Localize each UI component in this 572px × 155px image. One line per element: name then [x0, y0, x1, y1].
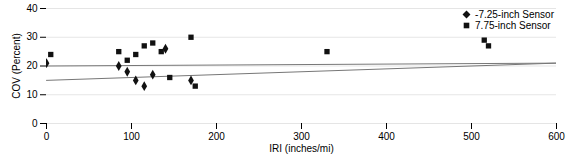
- svg-text:0: 0: [44, 131, 50, 142]
- svg-text:IRI (inches/mi): IRI (inches/mi): [269, 143, 333, 154]
- svg-text:40: 40: [26, 3, 38, 14]
- html-text:7.75-inch Sensor: 7.75-inch Sensor: [475, 20, 551, 31]
- svg-text:300: 300: [293, 131, 310, 142]
- svg-text:100: 100: [123, 131, 140, 142]
- svg-text:COV (Percent): COV (Percent): [11, 33, 22, 99]
- svg-text:20: 20: [26, 60, 38, 71]
- svg-text:10: 10: [26, 89, 38, 100]
- svg-text:200: 200: [208, 131, 225, 142]
- svg-text:600: 600: [548, 131, 565, 142]
- html-text:-7.25-inch Sensor: -7.25-inch Sensor: [475, 9, 554, 20]
- svg-text:0: 0: [32, 118, 38, 129]
- svg-text:30: 30: [26, 31, 38, 42]
- svg-text:500: 500: [463, 131, 480, 142]
- svg-text:400: 400: [378, 131, 395, 142]
